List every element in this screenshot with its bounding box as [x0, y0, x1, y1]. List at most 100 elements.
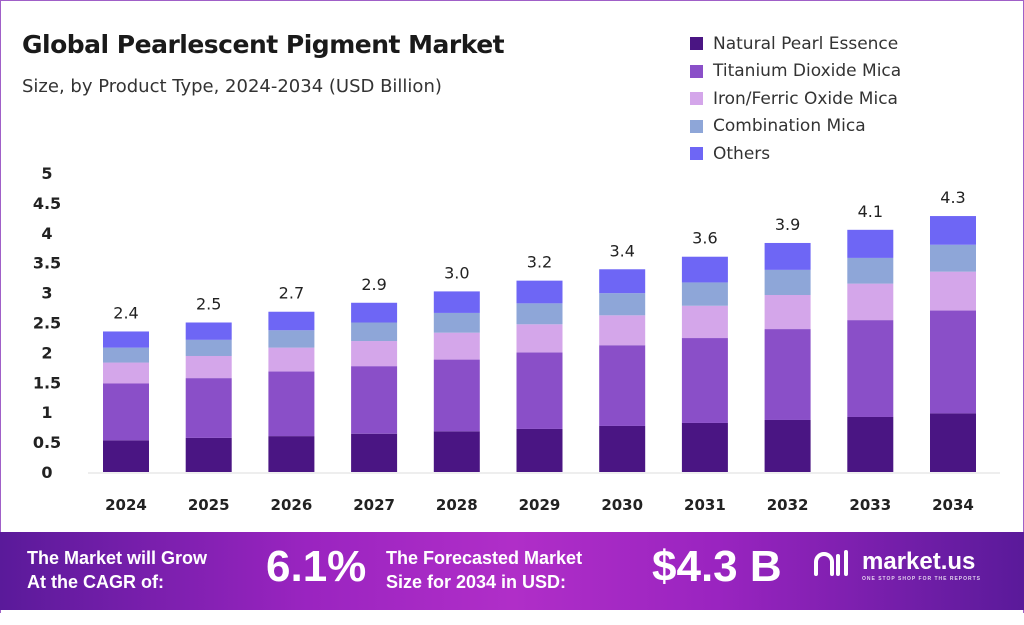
bar-segment — [103, 347, 149, 363]
y-tick-label: 1.5 — [33, 373, 61, 392]
bar-segment — [847, 283, 894, 321]
bar-segment — [185, 437, 232, 472]
bar-segment — [351, 302, 398, 323]
y-tick-label: 2.5 — [33, 314, 61, 333]
legend-item: Others — [690, 140, 901, 168]
bar-segment — [268, 330, 315, 348]
legend-label: Iron/Ferric Oxide Mica — [713, 88, 898, 109]
y-tick-label: 3 — [41, 284, 52, 303]
bar-segment — [764, 294, 811, 330]
bar-segment — [268, 311, 315, 331]
bar-segment — [847, 257, 894, 284]
bar-segment — [351, 341, 398, 367]
bar-segment — [103, 440, 149, 472]
brand-logo-icon — [814, 550, 848, 576]
legend-item: Combination Mica — [690, 113, 901, 141]
legend-item: Natural Pearl Essence — [690, 30, 901, 58]
data-label: 2.4 — [113, 303, 138, 322]
bar-segment — [516, 324, 563, 353]
bar-segment — [433, 312, 480, 333]
legend-label: Combination Mica — [713, 116, 866, 137]
y-tick-label: 0 — [41, 463, 52, 482]
x-tick-label: 2027 — [353, 496, 395, 514]
x-tick-label: 2025 — [188, 496, 230, 514]
cagr-text: The Market will Grow At the CAGR of: — [27, 546, 207, 594]
legend-swatch — [690, 64, 703, 78]
brand-tagline: ONE STOP SHOP FOR THE REPORTS — [862, 576, 982, 582]
bar-segment — [847, 229, 894, 258]
bar-segment — [930, 244, 976, 272]
bar-segment — [351, 433, 398, 472]
footer-banner: The Market will Grow At the CAGR of: 6.1… — [0, 532, 1024, 610]
x-tick-label: 2030 — [601, 496, 643, 514]
bar-segment — [930, 271, 976, 311]
bar-segment — [847, 416, 894, 472]
chart-title: Global Pearlescent Pigment Market — [22, 30, 505, 59]
chart-subtitle: Size, by Product Type, 2024-2034 (USD Bi… — [22, 76, 442, 97]
forecast-text-line2: Size for 2034 in USD: — [386, 572, 567, 592]
bar-segment — [764, 269, 811, 295]
x-tick-label: 2034 — [932, 496, 974, 514]
y-tick-label: 5 — [41, 164, 52, 183]
legend-swatch — [690, 147, 703, 161]
bar-segment — [268, 436, 315, 472]
bar-segment — [681, 282, 728, 306]
bar-segment — [516, 428, 563, 472]
forecast-value: $4.3 B — [652, 542, 782, 591]
legend-label: Titanium Dioxide Mica — [713, 61, 902, 82]
x-tick-label: 2026 — [271, 496, 313, 514]
y-tick-label: 3.5 — [33, 254, 61, 273]
data-label: 3.4 — [609, 241, 634, 260]
bar-segment — [103, 362, 149, 384]
bar-segment — [185, 322, 232, 340]
bar-segment — [930, 216, 976, 245]
data-label: 2.7 — [279, 284, 304, 303]
bar-segment — [681, 305, 728, 339]
bar-segment — [268, 371, 315, 437]
legend-item: Titanium Dioxide Mica — [690, 58, 901, 86]
bar-segment — [930, 310, 976, 414]
legend: Natural Pearl Essence Titanium Dioxide Mi… — [690, 30, 901, 168]
bar-segment — [516, 352, 563, 429]
bar-segment — [185, 355, 232, 379]
brand-name: market.us — [862, 548, 976, 575]
bar-segment — [847, 320, 894, 417]
y-tick-label: 2 — [41, 343, 52, 362]
x-tick-label: 2033 — [849, 496, 891, 514]
data-label: 2.5 — [196, 295, 221, 314]
x-tick-label: 2032 — [767, 496, 809, 514]
bar-segment — [516, 303, 563, 325]
legend-swatch — [690, 37, 703, 51]
forecast-text: The Forecasted Market Size for 2034 in U… — [386, 546, 582, 594]
bar-segment — [599, 425, 646, 472]
bar-segment — [599, 293, 646, 316]
bar-segment — [516, 280, 563, 304]
bar-segment — [433, 291, 480, 313]
bar-segment — [930, 413, 976, 472]
data-label: 4.1 — [858, 202, 883, 221]
data-label: 3.0 — [444, 263, 469, 282]
bar-segment — [433, 431, 480, 472]
data-label: 3.6 — [692, 229, 717, 248]
bar-segment — [185, 378, 232, 438]
data-label: 3.9 — [775, 215, 800, 234]
legend-label: Others — [713, 143, 771, 164]
y-tick-label: 0.5 — [33, 433, 61, 452]
bar-segment — [764, 329, 811, 420]
cagr-value: 6.1% — [266, 542, 367, 591]
bar-segment — [599, 315, 646, 346]
x-tick-label: 2031 — [684, 496, 726, 514]
x-tick-label: 2028 — [436, 496, 478, 514]
bar-segment — [103, 383, 149, 441]
bar-segment — [185, 339, 232, 356]
bar-segment — [681, 338, 728, 423]
legend-swatch — [690, 119, 703, 133]
bar-segment — [268, 347, 315, 372]
forecast-text-line1: The Forecasted Market — [386, 548, 583, 568]
bar-segment — [764, 419, 811, 472]
y-tick-label: 4 — [41, 224, 52, 243]
data-label: 2.9 — [361, 275, 386, 294]
bar-segment — [681, 422, 728, 472]
bar-segment — [433, 332, 480, 360]
legend-swatch — [690, 92, 703, 106]
